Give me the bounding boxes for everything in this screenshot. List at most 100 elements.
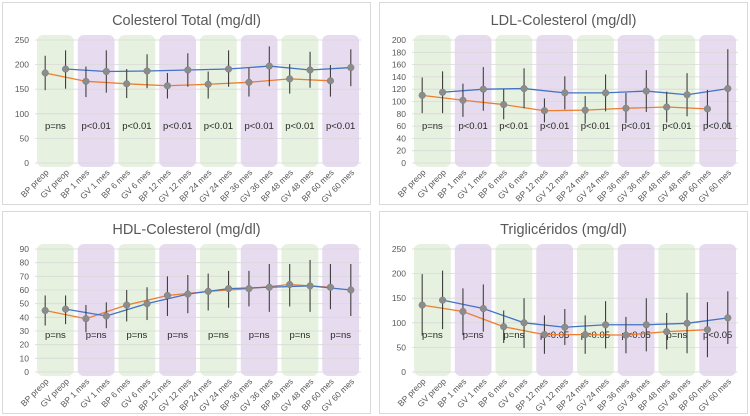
shaded-band-purple [240, 35, 278, 167]
y-tick-label: 100 [15, 109, 29, 119]
p-value-label: p<0.01 [204, 121, 233, 132]
data-point-bp [418, 91, 426, 99]
y-tick-label: 30 [20, 326, 30, 336]
data-point-gv [225, 65, 233, 73]
data-point-gv [561, 323, 569, 331]
data-point-gv [62, 305, 70, 313]
shaded-band-green [495, 244, 533, 376]
y-tick-label: 80 [397, 109, 407, 119]
p-value-label: p=ns [208, 330, 229, 341]
data-point-bp [286, 280, 294, 289]
p-value-label: p<0.01 [285, 121, 314, 132]
chart-title: HDL-Colesterol (mg/dl) [112, 222, 260, 238]
p-value-label: p=ns [45, 121, 66, 132]
shaded-band-purple [322, 244, 359, 376]
data-point-gv [102, 67, 110, 76]
data-point-gv [602, 89, 610, 97]
shaded-band-purple [617, 244, 655, 376]
p-value-label: p=ns [289, 330, 310, 341]
data-point-gv [265, 283, 273, 291]
chart-panel-hdl-colesterol: HDL-Colesterol (mg/dl) 0 10 20 30 40 50 60 70 80 9… [2, 211, 371, 414]
y-tick-label: 40 [20, 312, 30, 322]
chart-panel-colesterol-total: Colesterol Total (mg/dl) 0 50 100 150 200 250 B… [2, 2, 371, 205]
shaded-band-green [118, 35, 156, 167]
data-point-gv [724, 314, 732, 322]
p-value-label: p<0.01 [540, 121, 569, 132]
shaded-band-green [658, 244, 696, 376]
data-point-bp [703, 105, 711, 113]
y-tick-label: 50 [397, 342, 407, 352]
p-value-label: p=ns [422, 330, 443, 341]
data-point-gv [102, 312, 110, 320]
y-tick-label: 0 [24, 367, 29, 377]
shaded-band-green [577, 35, 614, 167]
data-point-bp [326, 283, 334, 291]
p-value-label: p<0.01 [458, 121, 487, 132]
p-value-label: p<0.01 [81, 121, 110, 132]
y-tick-label: 250 [392, 244, 406, 254]
p-value-label: p<0.01 [244, 121, 273, 132]
p-value-label: p<0.01 [163, 121, 192, 132]
data-point-bp [418, 301, 426, 309]
data-point-bp [581, 106, 589, 114]
data-point-bp [82, 77, 90, 85]
data-point-gv [602, 321, 610, 329]
p-value-label: p<0.05 [540, 330, 569, 341]
data-point-bp [622, 104, 630, 112]
chart-svg: HDL-Colesterol (mg/dl) 0 10 20 30 40 50 60 70 80 9… [19, 222, 361, 413]
y-tick-label: 90 [20, 244, 30, 254]
data-point-bp [663, 103, 671, 111]
chart-svg: LDL-Colesterol (mg/dl) 0 20 40 60 80 100 120 140… [392, 13, 738, 204]
shaded-band-purple [159, 244, 196, 376]
data-point-bp [500, 101, 508, 109]
data-point-gv [347, 64, 355, 72]
data-point-gv [184, 290, 192, 298]
series-line-gv [442, 87, 728, 96]
data-point-gv [265, 62, 273, 70]
y-tick-label: 60 [20, 285, 30, 295]
shaded-band-green [37, 35, 74, 167]
p-value-label: p=ns [463, 330, 484, 341]
y-tick-label: 180 [392, 47, 406, 57]
data-point-gv [479, 85, 487, 93]
data-point-gv [306, 66, 314, 74]
data-point-bp [540, 107, 548, 115]
shaded-band-green [281, 244, 319, 376]
shaded-band-purple [699, 244, 736, 376]
chart-title: LDL-Colesterol (mg/dl) [491, 13, 637, 29]
y-tick-label: 200 [15, 60, 29, 70]
p-value-label: p<0.05 [581, 330, 610, 341]
data-point-gv [642, 321, 650, 329]
y-tick-label: 0 [401, 367, 406, 377]
data-point-gv [683, 319, 691, 327]
p-value-label: p=ns [666, 330, 687, 341]
p-value-label: p<0.01 [499, 121, 528, 132]
p-value-label: p=ns [422, 121, 443, 132]
p-value-label: p=ns [45, 330, 66, 341]
shaded-band-purple [617, 35, 655, 167]
data-point-gv [520, 85, 528, 93]
p-value-label: p<0.01 [122, 121, 151, 132]
data-point-gv [347, 286, 355, 294]
data-point-gv [561, 89, 569, 97]
y-tick-label: 60 [397, 121, 407, 131]
shaded-band-green [577, 244, 614, 376]
data-point-gv [479, 304, 487, 313]
data-point-gv [724, 85, 732, 93]
data-point-bp [204, 287, 212, 295]
y-tick-label: 200 [392, 35, 406, 45]
p-value-label: p<0.01 [326, 121, 355, 132]
data-point-bp [326, 77, 334, 85]
p-value-label: p=ns [249, 330, 270, 341]
shaded-band-purple [454, 244, 492, 376]
series-line-bp [422, 94, 708, 112]
data-point-bp [540, 331, 548, 339]
p-value-label: p<0.05 [621, 330, 650, 341]
y-tick-label: 50 [20, 299, 30, 309]
shaded-band-green [200, 35, 237, 167]
data-point-bp [82, 315, 90, 323]
shaded-band-purple [159, 35, 196, 167]
data-point-gv [306, 282, 314, 290]
shaded-band-green [200, 244, 237, 376]
data-point-gv [184, 66, 192, 74]
